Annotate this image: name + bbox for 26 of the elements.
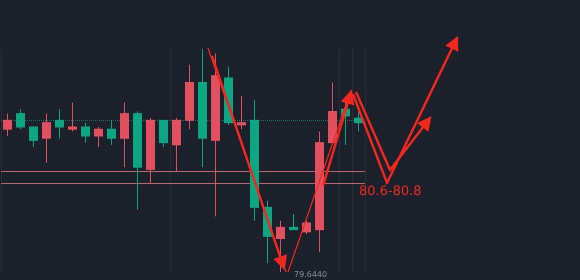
candlestick — [107, 120, 116, 146]
candlestick — [120, 102, 129, 168]
candlestick — [68, 102, 77, 132]
candlestick — [211, 52, 220, 217]
candlestick — [94, 126, 103, 148]
candlestick — [172, 118, 181, 172]
candlestick — [315, 131, 324, 252]
candlestick — [3, 113, 12, 136]
candlestick — [354, 110, 363, 132]
candlestick — [55, 108, 64, 139]
candlestick — [276, 220, 285, 272]
candlestick — [42, 113, 51, 164]
candlestick — [133, 110, 142, 210]
candlestick — [159, 120, 168, 148]
candlestick — [29, 126, 38, 148]
annotation: 79.6440 — [294, 270, 328, 279]
candlestick — [328, 82, 337, 144]
candlestick — [16, 108, 25, 130]
annotation: 80.6-80.8 — [359, 184, 422, 199]
candlestick — [185, 64, 194, 130]
candlestick — [198, 48, 207, 168]
candlestick — [250, 100, 259, 222]
candlestick — [146, 118, 155, 184]
candlestick — [81, 122, 90, 144]
candlestick — [289, 214, 298, 230]
candlestick — [237, 95, 246, 130]
